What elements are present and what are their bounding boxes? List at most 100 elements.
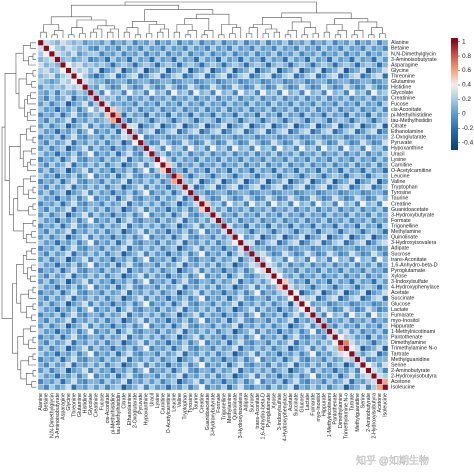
cell	[265, 278, 272, 285]
cell	[187, 289, 194, 296]
cell	[354, 78, 361, 85]
cell	[232, 84, 239, 91]
cell	[265, 139, 272, 146]
cell	[215, 206, 222, 213]
cell	[276, 245, 283, 252]
cell	[126, 200, 133, 207]
cell	[165, 167, 172, 174]
cell	[232, 384, 239, 391]
column-label: Trigonelline	[222, 393, 228, 420]
cell	[82, 62, 89, 68]
cell	[171, 378, 178, 385]
cell	[198, 145, 205, 152]
cell	[287, 112, 294, 118]
cell	[104, 250, 111, 257]
cell	[210, 378, 216, 385]
cell	[160, 39, 166, 46]
cell	[276, 300, 283, 307]
cell	[154, 317, 161, 324]
cell	[226, 73, 233, 80]
cell	[371, 212, 378, 218]
cell	[193, 350, 200, 357]
cell	[176, 212, 183, 218]
cell	[160, 284, 166, 291]
cell	[54, 284, 61, 291]
cell	[265, 362, 272, 368]
cell	[348, 95, 355, 102]
cell	[354, 200, 361, 207]
cell	[210, 245, 216, 252]
cell	[365, 367, 372, 374]
cell	[298, 300, 305, 307]
cell	[343, 134, 350, 141]
row-dendrogram	[32, 336, 36, 344]
cell	[265, 45, 272, 52]
cell	[304, 162, 311, 168]
cell	[121, 362, 128, 368]
cell	[121, 50, 128, 57]
cell	[232, 39, 239, 46]
cell	[276, 95, 283, 102]
row-dendrogram	[25, 373, 33, 385]
cell	[193, 250, 200, 257]
cell	[332, 367, 339, 374]
cell	[304, 95, 311, 102]
cell	[282, 223, 289, 230]
cell	[354, 250, 361, 257]
cell	[293, 150, 300, 157]
cell	[348, 73, 355, 80]
cell	[115, 100, 122, 107]
cell	[254, 162, 261, 168]
cell	[282, 212, 289, 218]
cell	[371, 250, 378, 257]
cell	[321, 345, 328, 352]
cell	[143, 62, 150, 68]
cell	[110, 145, 116, 152]
cell	[76, 95, 83, 102]
cell	[271, 317, 278, 324]
cell	[65, 200, 72, 207]
cell	[215, 362, 222, 368]
cell	[348, 367, 355, 374]
cell	[293, 106, 300, 113]
cell	[198, 189, 205, 196]
cell	[154, 206, 161, 213]
cell	[154, 312, 161, 318]
cell	[326, 45, 333, 52]
cell	[304, 89, 311, 96]
cell	[371, 317, 378, 324]
cell	[154, 378, 161, 385]
cell	[382, 145, 389, 152]
cell	[348, 156, 355, 163]
cell	[143, 289, 150, 296]
cell	[210, 56, 216, 63]
cell	[376, 384, 383, 391]
cell	[121, 200, 128, 207]
cell	[71, 167, 78, 174]
cell	[282, 200, 289, 207]
cell	[260, 62, 266, 68]
cell	[221, 256, 228, 263]
cell	[132, 45, 139, 52]
cell	[43, 100, 50, 107]
cell	[326, 328, 333, 335]
cell	[360, 184, 366, 191]
cell	[354, 62, 361, 68]
cell	[310, 378, 316, 385]
cell	[143, 367, 150, 374]
cell	[371, 312, 378, 318]
cell	[348, 384, 355, 391]
cell	[232, 339, 239, 346]
cell	[65, 245, 72, 252]
cell	[332, 50, 339, 57]
cell	[226, 350, 233, 357]
cell	[282, 123, 289, 130]
cell	[132, 295, 139, 302]
cell	[182, 195, 189, 202]
cell	[143, 50, 150, 57]
cell	[37, 373, 44, 380]
cell	[143, 45, 150, 52]
cell	[104, 234, 111, 241]
cell	[343, 228, 350, 235]
cell	[176, 289, 183, 296]
